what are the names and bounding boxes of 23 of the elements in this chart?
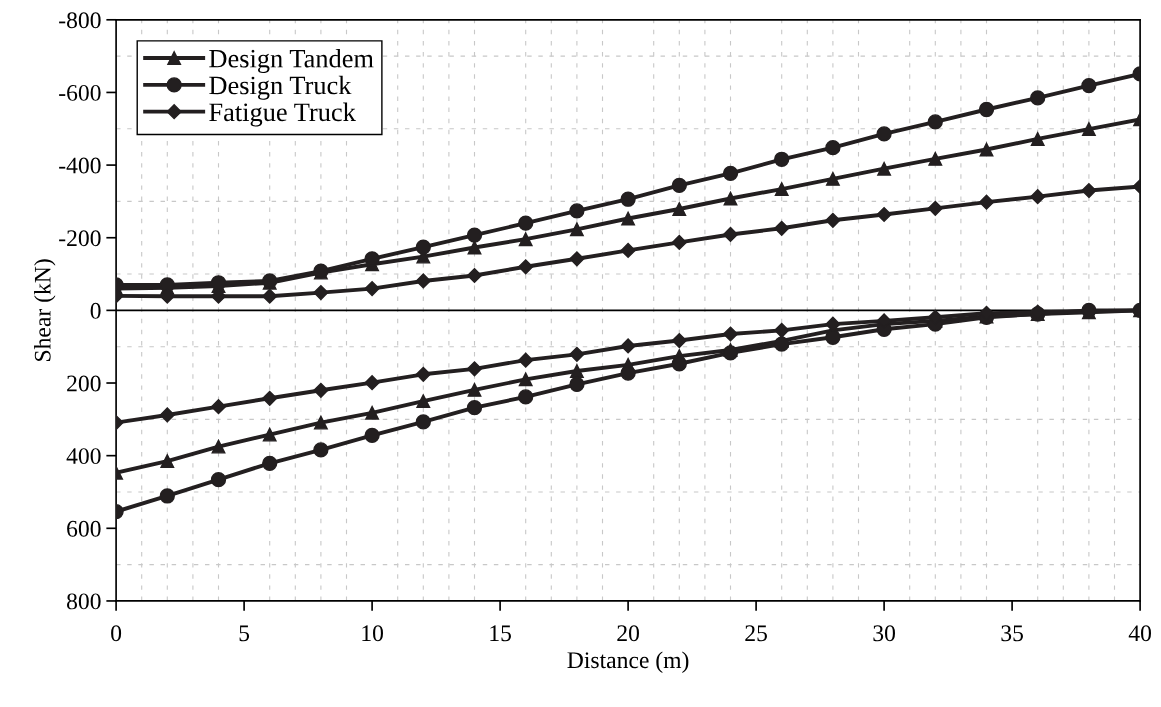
x-tick-label: 25 (745, 625, 767, 642)
y-tick-label: -200 (59, 230, 101, 247)
x-tick-label: 15 (490, 625, 511, 642)
y-tick-label: -400 (59, 157, 101, 174)
x-tick-label: 5 (239, 625, 250, 642)
y-tick-label: -800 (59, 12, 101, 29)
y-tick-label: 400 (66, 448, 101, 465)
legend-label: Design Tandem (209, 48, 374, 73)
x-tick-label: 0 (111, 625, 122, 642)
x-tick-label: 35 (1001, 625, 1023, 642)
x-tick-label: 40 (1128, 625, 1152, 642)
y-axis-title: Shear (kN) (34, 259, 56, 361)
legend-label: Fatigue Truck (209, 102, 356, 127)
x-tick-label: 10 (362, 625, 384, 642)
x-axis-title: Distance (m) (567, 651, 689, 673)
x-tick-label: 20 (617, 625, 640, 642)
y-tick-label: 0 (90, 302, 101, 319)
x-tick-label: 30 (873, 625, 896, 642)
y-tick-label: 200 (67, 375, 101, 392)
y-tick-label: 800 (67, 593, 101, 610)
legend-label: Design Truck (209, 75, 352, 100)
y-tick-label: 600 (67, 520, 101, 537)
y-tick-label: -600 (59, 84, 101, 101)
